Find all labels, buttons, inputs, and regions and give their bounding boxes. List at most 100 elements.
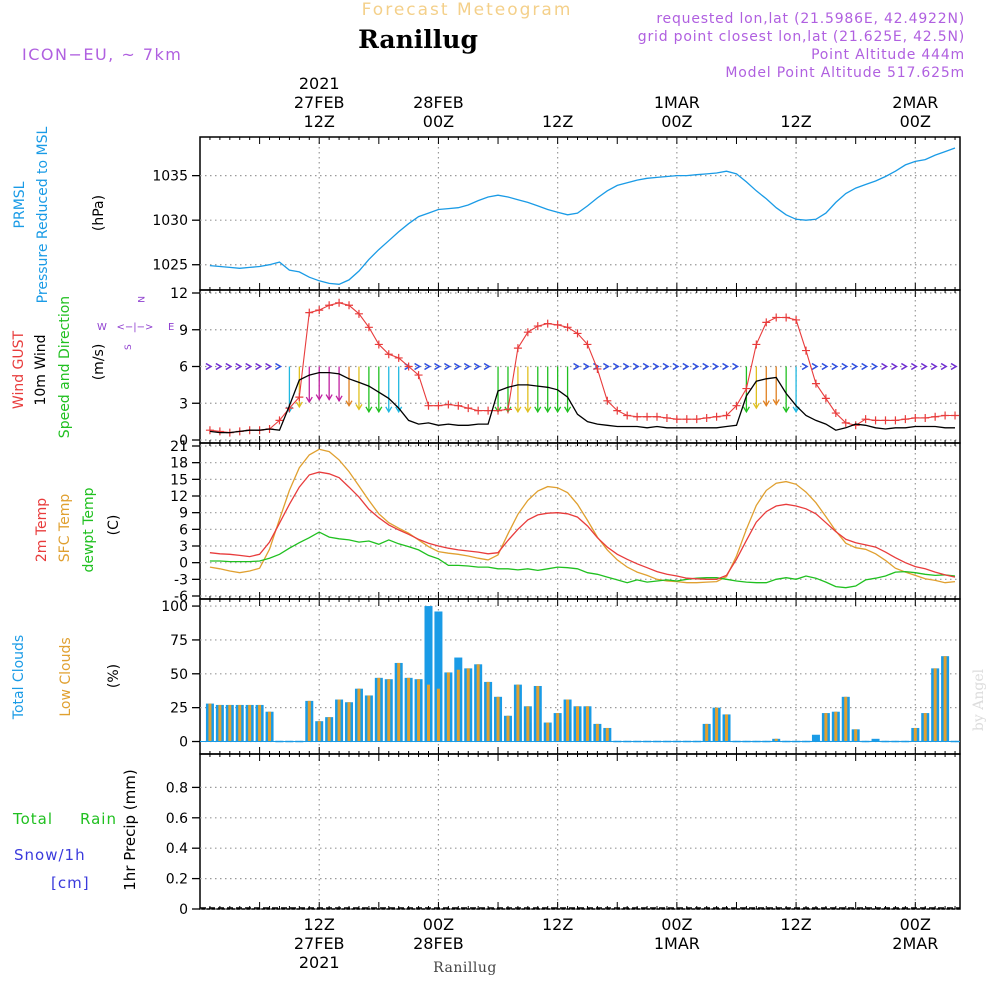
wind-gust-line bbox=[209, 302, 955, 434]
wind-arrow-head bbox=[315, 394, 323, 401]
legend-low-clouds: Low Clouds bbox=[58, 637, 74, 716]
wind-gust-point bbox=[841, 418, 850, 427]
wind-gust-point bbox=[831, 409, 840, 418]
low-cloud-bar bbox=[834, 711, 838, 742]
bottom-time-label: 00Z bbox=[423, 915, 454, 934]
wind-gust-point bbox=[414, 371, 423, 380]
wind-gust-point bbox=[861, 415, 870, 424]
wind-gust-point bbox=[305, 308, 314, 317]
low-cloud-bar bbox=[228, 704, 232, 742]
wind-direction-arrow bbox=[682, 362, 690, 371]
compass-w: W bbox=[97, 322, 107, 333]
wind-gust-point bbox=[782, 313, 791, 322]
low-cloud-bar bbox=[496, 696, 500, 742]
temperature-panel bbox=[199, 442, 961, 600]
wind-gust-point bbox=[941, 411, 950, 420]
low-cloud-bar bbox=[407, 677, 411, 742]
wind-gust-point bbox=[652, 412, 661, 421]
wind-direction-arrow bbox=[930, 362, 938, 371]
wind-direction-arrow bbox=[235, 362, 243, 371]
wind-gust-point bbox=[911, 413, 920, 422]
wind-gust-point bbox=[464, 404, 473, 413]
wind-gust-point bbox=[722, 411, 731, 420]
top-time-label: 00Z bbox=[900, 112, 931, 131]
y-tick-label: 50 bbox=[170, 667, 188, 683]
wind-gust-point bbox=[494, 406, 503, 415]
legend-total-clouds: Total Clouds bbox=[11, 635, 27, 720]
wind-arrow-head bbox=[564, 406, 572, 414]
low-cloud-bar bbox=[337, 699, 341, 742]
legend-snow: Snow/1h bbox=[14, 846, 86, 864]
y-tick-labels: 102510301035036912-6-3036912151821025507… bbox=[152, 169, 188, 918]
wind-direction-arrow bbox=[871, 362, 879, 371]
ylabel-ms: (m/s) bbox=[91, 344, 107, 381]
low-cloud-bar bbox=[466, 668, 470, 742]
legend-total: Total bbox=[12, 810, 53, 828]
y-tick-label: 0 bbox=[179, 433, 188, 449]
wind-arrow-head bbox=[782, 406, 790, 414]
low-cloud-bar bbox=[486, 681, 490, 742]
wind-direction-arrow bbox=[831, 362, 839, 371]
top-time-label: 12Z bbox=[304, 112, 335, 131]
wind-direction-arrow bbox=[861, 362, 869, 371]
wind-gust-point bbox=[821, 394, 830, 403]
wind-gust-point bbox=[424, 401, 433, 410]
wind-direction-arrow bbox=[463, 362, 471, 371]
y-tick-label: 1025 bbox=[152, 258, 188, 274]
wind-direction-arrow bbox=[245, 362, 253, 371]
wind-arrow-head bbox=[295, 401, 303, 409]
y-tick-label: 3 bbox=[179, 396, 188, 412]
wind-gust-point bbox=[951, 411, 960, 420]
low-cloud-bar bbox=[248, 704, 252, 742]
wind-direction-arrow bbox=[712, 362, 720, 371]
wind-gust-point bbox=[811, 379, 820, 388]
low-cloud-bar bbox=[446, 672, 450, 742]
wind-direction-arrow bbox=[722, 362, 730, 371]
y-tick-label: 15 bbox=[170, 472, 188, 488]
low-cloud-bar bbox=[546, 722, 550, 742]
wind-arrow-head bbox=[554, 406, 562, 414]
model-label: ICON−EU, ~ 7km bbox=[22, 45, 182, 64]
low-cloud-bar bbox=[715, 707, 719, 742]
cloud-legend: Total Clouds Low Clouds (%) bbox=[11, 635, 122, 720]
wind-gust-point bbox=[384, 350, 393, 359]
top-time-label: 2021 bbox=[299, 74, 340, 93]
low-cloud-bar bbox=[367, 695, 371, 742]
wind-gust-point bbox=[275, 416, 284, 425]
wind-gust-point bbox=[325, 301, 334, 310]
low-cloud-bar bbox=[526, 706, 530, 742]
legend-dewpt-temp: dewpt Temp bbox=[81, 487, 97, 572]
low-cloud-bar bbox=[566, 699, 570, 742]
wind-direction-arrow bbox=[622, 362, 630, 371]
temperature-legend: 2m Temp SFC Temp dewpt Temp (C) bbox=[34, 487, 122, 572]
temp-dewpt-line bbox=[209, 531, 956, 589]
wind-direction-arrow bbox=[841, 362, 849, 371]
wind-direction-arrow bbox=[205, 362, 213, 371]
wind-arrow-head bbox=[524, 406, 532, 414]
low-cloud-bar bbox=[943, 656, 947, 742]
low-cloud-bar bbox=[238, 704, 242, 742]
y-tick-label: 18 bbox=[170, 456, 188, 472]
bottom-time-label: 28FEB bbox=[413, 934, 464, 953]
wind-gust-point bbox=[742, 384, 751, 393]
compass-rose: W <−|−> E N S bbox=[97, 296, 174, 350]
bottom-time-label: 12Z bbox=[780, 915, 811, 934]
low-cloud-bar bbox=[397, 662, 401, 742]
wind-direction-arrow bbox=[642, 362, 650, 371]
top-time-label: 12Z bbox=[780, 112, 811, 131]
wind-gust-point bbox=[583, 340, 592, 349]
low-cloud-bar bbox=[725, 714, 729, 742]
legend-sfc-temp: SFC Temp bbox=[57, 494, 73, 563]
wind-direction-arrow bbox=[702, 362, 710, 371]
wind-direction-arrow bbox=[612, 362, 620, 371]
wind-arrow-head bbox=[534, 406, 542, 414]
wind-gust-point bbox=[752, 340, 761, 349]
wind-gust-point bbox=[613, 406, 622, 415]
y-tick-label: 9 bbox=[179, 323, 188, 339]
bottom-time-label: 2021 bbox=[299, 953, 340, 972]
y-tick-label: 0 bbox=[179, 902, 188, 918]
low-cloud-bar bbox=[417, 679, 421, 742]
y-tick-label: 3 bbox=[179, 539, 188, 555]
wind-direction-arrow bbox=[891, 362, 898, 371]
bottom-time-label: 27FEB bbox=[294, 934, 345, 953]
